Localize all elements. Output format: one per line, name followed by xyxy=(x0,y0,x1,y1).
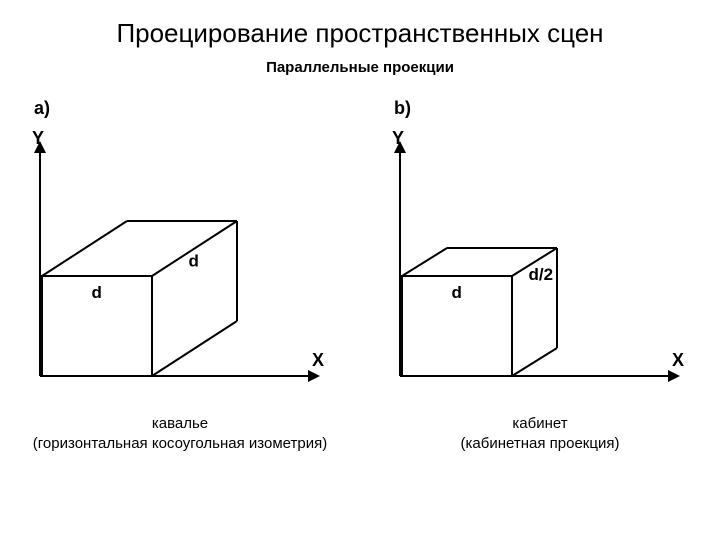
axes-left xyxy=(34,141,320,382)
d-label-left-depth: d xyxy=(189,252,199,271)
caption-cabinet: кабинет (кабинетная проекция) xyxy=(370,414,710,455)
diagram-cabinet: b) Y X d d/2 xyxy=(370,86,700,396)
caption-cavalier-lower: (горизонтальная косоугольная изометрия) xyxy=(10,434,350,454)
caption-cavalier-upper: кавалье xyxy=(10,414,350,434)
diagram-cavalier: a) Y X d d xyxy=(10,86,340,396)
d-label-right-depth: d/2 xyxy=(529,265,554,284)
cube-left xyxy=(42,221,237,376)
caption-cabinet-lower: (кабинетная проекция) xyxy=(370,434,710,454)
page-title: Проецирование пространственных сцен xyxy=(0,18,720,49)
x-label-left: X xyxy=(312,350,324,370)
panel-cabinet: b) Y X d d/2 кабинет (кабинетная проекци… xyxy=(370,86,710,455)
tag-a: a) xyxy=(34,98,50,118)
tag-b: b) xyxy=(394,98,411,118)
caption-cavalier: кавалье (горизонтальная косоугольная изо… xyxy=(10,414,350,455)
d-label-right-front: d xyxy=(452,283,462,302)
page-subtitle: Параллельные проекции xyxy=(0,59,720,76)
x-label-right: X xyxy=(672,350,684,370)
d-label-left-front: d xyxy=(92,283,102,302)
caption-cabinet-upper: кабинет xyxy=(370,414,710,434)
panels: a) Y X d d кавалье (горизонтальная косоу… xyxy=(0,86,720,455)
panel-cavalier: a) Y X d d кавалье (горизонтальная косоу… xyxy=(10,86,350,455)
